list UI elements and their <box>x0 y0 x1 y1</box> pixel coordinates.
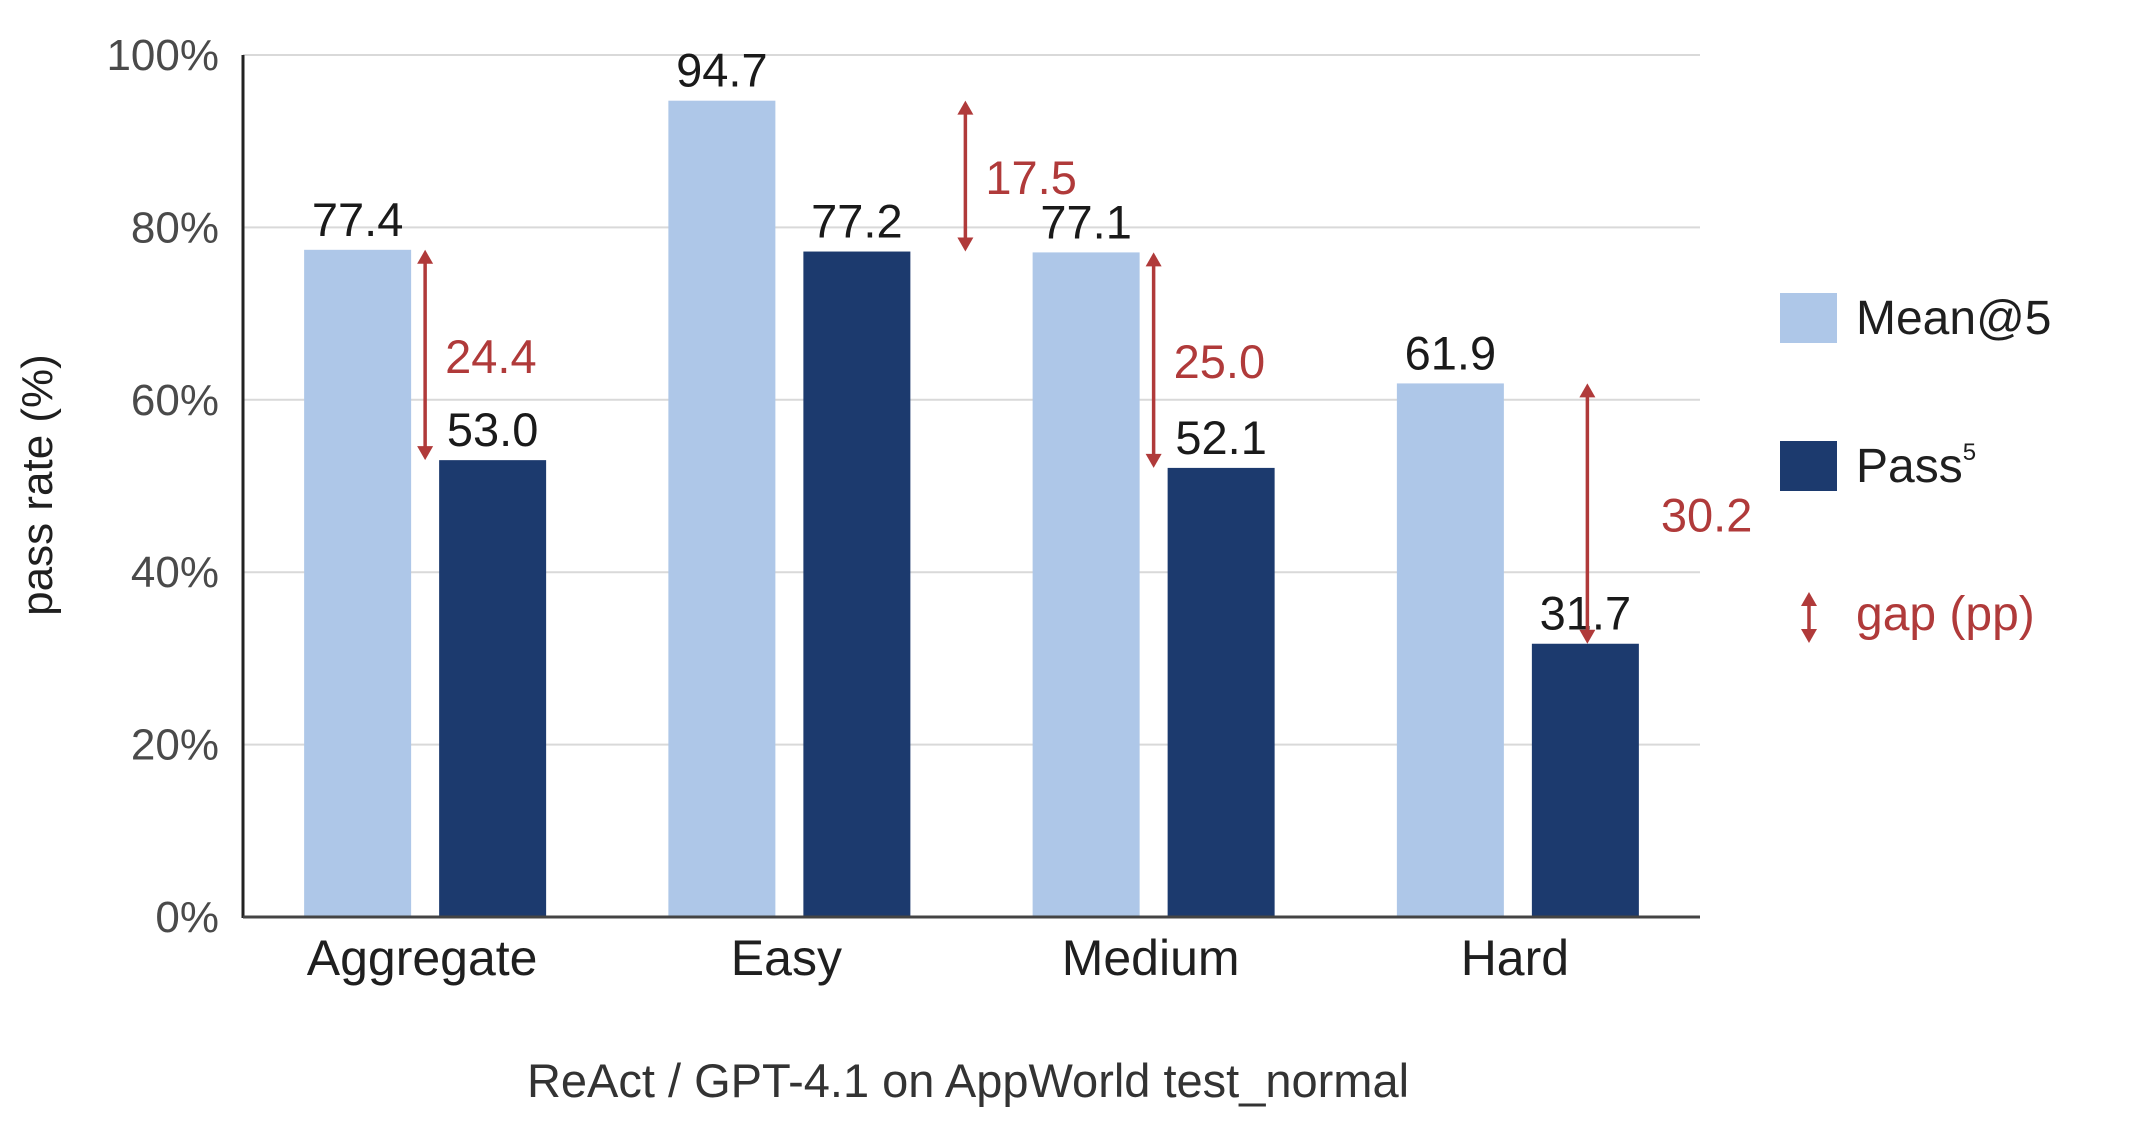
gap-arrow-head-up <box>957 100 974 115</box>
x-axis-label: ReAct / GPT-4.1 on AppWorld test_normal <box>527 1054 1409 1107</box>
x-tick-label: Hard <box>1461 930 1569 986</box>
bar-pass5 <box>439 460 547 917</box>
x-category-labels: Aggregate Easy Medium Hard <box>307 930 1569 986</box>
x-tick-label: Easy <box>731 930 842 986</box>
gap-arrow-head-up <box>1579 383 1596 398</box>
bar-mean5 <box>1032 252 1140 917</box>
gap-arrow-head-up <box>417 249 434 264</box>
gap-arrow-head-down <box>1579 629 1596 644</box>
x-tick-label: Aggregate <box>307 930 538 986</box>
legend-label-pass5: Pass5 <box>1856 439 1976 493</box>
gap-arrow-head-up <box>1801 592 1817 606</box>
legend-swatch-mean5 <box>1780 293 1837 343</box>
legend-label-gap: gap (pp) <box>1856 588 2035 641</box>
gap-arrow-head-down <box>1145 453 1162 468</box>
bar-pass5 <box>1167 467 1275 917</box>
legend-gap-arrow <box>1801 592 1817 643</box>
legend: Mean@5 Pass5 gap (pp) <box>1780 292 2052 643</box>
gap-arrow-head-down <box>417 446 434 461</box>
gap-annotations: 24.4 17.5 25.0 30.2 <box>417 100 1752 644</box>
axes <box>241 55 1700 919</box>
value-labels: 77.453.094.777.2 77.152.161.931.7 <box>312 44 1631 640</box>
value-label-pass5: 77.2 <box>811 195 902 248</box>
y-tick-label: 60% <box>131 376 219 425</box>
value-label-mean5: 94.7 <box>676 44 767 97</box>
bar-pass5 <box>803 251 911 917</box>
gap-value-label: 24.4 <box>445 330 536 383</box>
bar-mean5 <box>1396 383 1504 917</box>
legend-label-mean5: Mean@5 <box>1856 292 2052 345</box>
y-tick-label: 0% <box>155 893 219 942</box>
value-label-pass5: 53.0 <box>447 403 538 456</box>
value-label-mean5: 77.4 <box>312 193 403 246</box>
gap-arrow-head-down <box>1801 629 1817 643</box>
y-axis-label: pass rate (%) <box>13 354 62 616</box>
gap-value-label: 30.2 <box>1661 489 1752 542</box>
bar-pass5 <box>1531 643 1639 917</box>
y-tick-label: 20% <box>131 721 219 770</box>
gap-arrow <box>1145 252 1162 468</box>
y-tick-label: 100% <box>106 31 219 80</box>
legend-swatch-pass5 <box>1780 441 1837 491</box>
value-label-mean5: 77.1 <box>1040 195 1131 248</box>
legend-gap-arrow-icon <box>1801 592 1817 643</box>
y-tick-label: 80% <box>131 203 219 252</box>
value-label-mean5: 61.9 <box>1405 326 1496 379</box>
gap-arrow-head-down <box>957 237 974 252</box>
value-label-pass5: 52.1 <box>1175 411 1266 464</box>
bar-mean5 <box>668 100 776 918</box>
bars <box>304 100 1639 918</box>
y-tick-labels: 0% 20% 40% 60% 80% 100% <box>106 31 219 942</box>
gap-value-label: 25.0 <box>1174 335 1265 388</box>
gap-arrow-head-up <box>1145 252 1162 267</box>
gap-arrow <box>957 100 974 252</box>
gap-value-label: 17.5 <box>985 151 1076 204</box>
x-tick-label: Medium <box>1062 930 1240 986</box>
y-tick-label: 40% <box>131 548 219 597</box>
gap-arrow <box>1579 383 1596 644</box>
bar-mean5 <box>304 249 412 917</box>
gap-arrow <box>417 249 434 461</box>
